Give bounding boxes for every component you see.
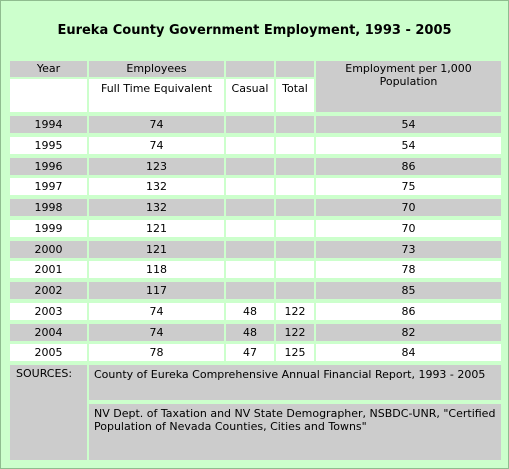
cell-total: 122 [276,303,314,320]
cell-fte: 74 [89,137,224,154]
header-blank-total [276,61,314,77]
header-per-1000: Employment per 1,000 Population [316,61,501,112]
cell-fte: 132 [89,199,224,216]
cell-fte: 121 [89,241,224,258]
cell-casual [226,261,274,278]
cell-casual [226,178,274,195]
cell-total: 125 [276,344,314,361]
cell-casual: 47 [226,344,274,361]
cell-per-1000: 85 [316,282,501,299]
header-total: Total [276,79,314,112]
cell-year: 1998 [10,199,87,216]
cell-fte: 74 [89,324,224,341]
sources-label: SOURCES: [10,365,87,460]
cell-year: 2001 [10,261,87,278]
cell-casual [226,220,274,237]
cell-year: 1996 [10,158,87,175]
cell-year: 2005 [10,344,87,361]
header-blank-casual [226,61,274,77]
cell-total [276,220,314,237]
cell-casual [226,282,274,299]
cell-fte: 123 [89,158,224,175]
cell-per-1000: 86 [316,158,501,175]
cell-fte: 118 [89,261,224,278]
cell-total [276,199,314,216]
cell-casual: 48 [226,303,274,320]
source-item: County of Eureka Comprehensive Annual Fi… [89,365,501,400]
cell-fte: 121 [89,220,224,237]
cell-per-1000: 84 [316,344,501,361]
cell-year: 2003 [10,303,87,320]
cell-casual [226,241,274,258]
cell-per-1000: 54 [316,137,501,154]
cell-year: 1994 [10,116,87,133]
table-title: Eureka County Government Employment, 199… [57,23,452,38]
cell-per-1000: 75 [316,178,501,195]
cell-year: 1999 [10,220,87,237]
header-employees: Employees [89,61,224,77]
cell-total [276,137,314,154]
header-casual: Casual [226,79,274,112]
cell-casual [226,199,274,216]
header-year-blank [10,79,87,112]
cell-per-1000: 82 [316,324,501,341]
cell-per-1000: 70 [316,220,501,237]
cell-casual [226,137,274,154]
cell-year: 1997 [10,178,87,195]
cell-total [276,178,314,195]
cell-casual: 48 [226,324,274,341]
cell-per-1000: 73 [316,241,501,258]
header-fte: Full Time Equivalent [89,79,224,112]
cell-total [276,158,314,175]
cell-year: 2000 [10,241,87,258]
cell-fte: 74 [89,116,224,133]
cell-per-1000: 70 [316,199,501,216]
cell-per-1000: 54 [316,116,501,133]
header-year: Year [10,61,87,77]
cell-per-1000: 78 [316,261,501,278]
cell-year: 2004 [10,324,87,341]
cell-total: 122 [276,324,314,341]
source-item: NV Dept. of Taxation and NV State Demogr… [89,404,501,460]
cell-casual [226,116,274,133]
cell-fte: 117 [89,282,224,299]
cell-fte: 132 [89,178,224,195]
cell-fte: 74 [89,303,224,320]
cell-casual [226,158,274,175]
cell-total [276,282,314,299]
cell-year: 2002 [10,282,87,299]
cell-total [276,261,314,278]
cell-total [276,116,314,133]
cell-per-1000: 86 [316,303,501,320]
cell-total [276,241,314,258]
cell-year: 1995 [10,137,87,154]
cell-fte: 78 [89,344,224,361]
